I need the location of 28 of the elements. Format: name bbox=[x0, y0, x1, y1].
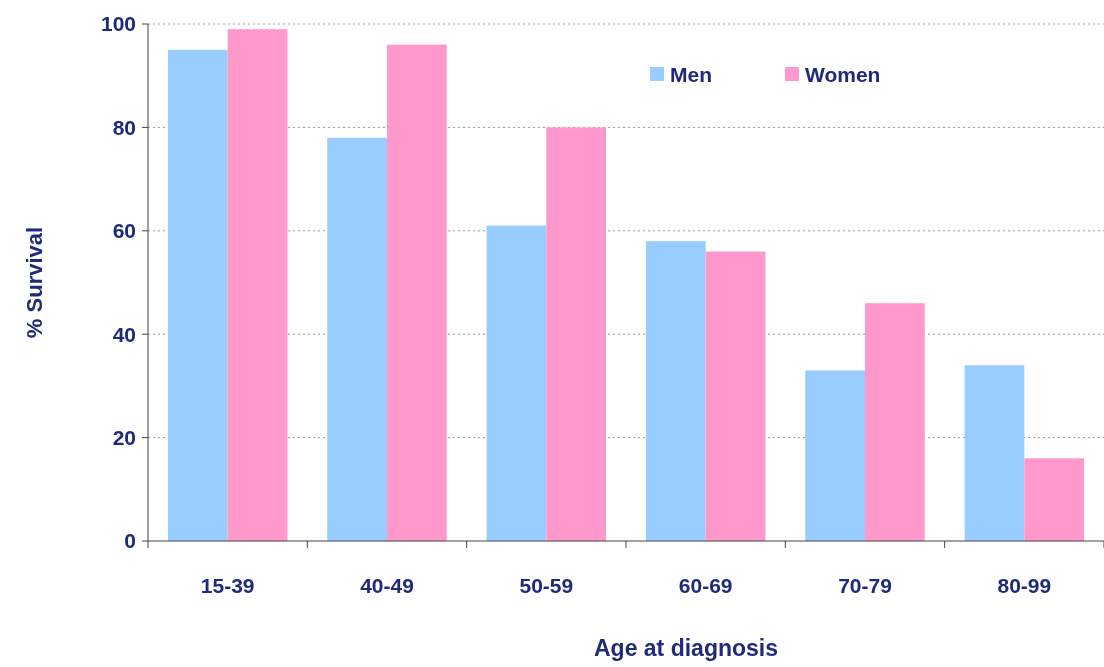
bar bbox=[645, 241, 706, 541]
bar bbox=[387, 44, 447, 541]
x-tick-label: 15-39 bbox=[200, 574, 255, 597]
x-tick-label: 40-49 bbox=[360, 574, 414, 597]
bar bbox=[1024, 458, 1085, 541]
y-tick-label: 20 bbox=[112, 425, 136, 449]
y-tick-label: 60 bbox=[112, 219, 136, 243]
bar bbox=[327, 137, 387, 541]
y-axis-title: % Survival bbox=[22, 226, 47, 339]
bar bbox=[805, 370, 865, 541]
x-tick-label: 50-59 bbox=[519, 574, 574, 597]
y-tick-label: 80 bbox=[112, 115, 136, 139]
x-tick-label: 60-69 bbox=[678, 574, 733, 597]
y-tick-label: 40 bbox=[112, 322, 136, 346]
bar bbox=[546, 127, 607, 541]
x-tick-label: 70-79 bbox=[838, 574, 892, 597]
x-axis-title: Age at diagnosis bbox=[593, 635, 779, 661]
bar bbox=[167, 49, 228, 541]
bar bbox=[964, 365, 1025, 541]
bar bbox=[227, 29, 288, 541]
bar bbox=[486, 225, 547, 541]
legend-label: Women bbox=[805, 63, 881, 87]
y-tick-label: 100 bbox=[100, 12, 136, 36]
x-tick-label: 80-99 bbox=[997, 574, 1052, 597]
y-tick-label: 0 bbox=[124, 529, 136, 553]
legend-label: Men bbox=[670, 63, 712, 87]
bar bbox=[705, 251, 766, 541]
bar bbox=[865, 303, 925, 541]
